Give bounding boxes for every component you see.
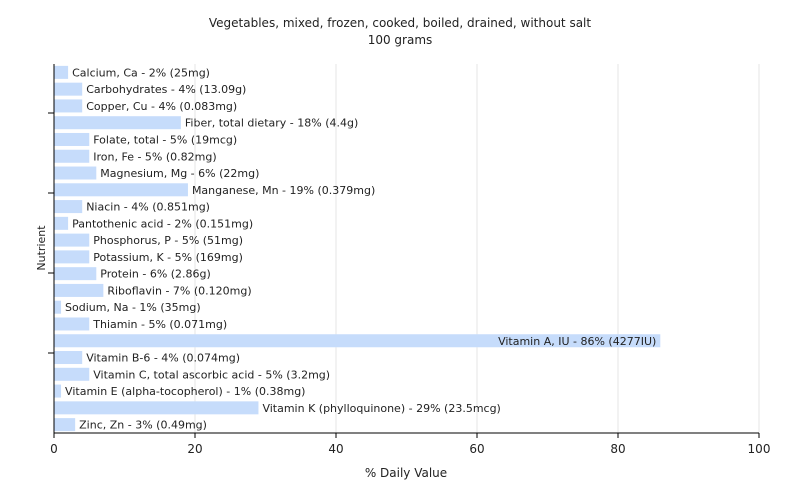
bar	[54, 116, 181, 130]
bar	[54, 166, 97, 180]
bar-label: Vitamin E (alpha-tocopherol) - 1% (0.38m…	[65, 385, 305, 398]
bar-label: Zinc, Zn - 3% (0.49mg)	[79, 419, 207, 432]
chart-title: Vegetables, mixed, frozen, cooked, boile…	[209, 16, 591, 30]
bar	[54, 149, 90, 163]
bar	[54, 384, 62, 398]
bar-label: Vitamin A, IU - 86% (4277IU)	[498, 335, 656, 348]
bar	[54, 418, 76, 432]
bar-label: Protein - 6% (2.86g)	[100, 268, 211, 281]
bar	[54, 351, 83, 365]
bar-label: Calcium, Ca - 2% (25mg)	[72, 66, 210, 79]
bar	[54, 82, 83, 96]
bar	[54, 401, 259, 415]
x-tick-label: 40	[328, 442, 343, 456]
bar-labels: Calcium, Ca - 2% (25mg) Carbohydrates - 4…	[65, 66, 656, 431]
bar-label: Fiber, total dietary - 18% (4.4g)	[185, 117, 358, 130]
bar	[54, 99, 83, 113]
x-axis-label: % Daily Value	[365, 466, 447, 480]
bar-label: Niacin - 4% (0.851mg)	[86, 201, 210, 214]
bar-label: Sodium, Na - 1% (35mg)	[65, 301, 201, 314]
bar-label: Vitamin B-6 - 4% (0.074mg)	[86, 352, 240, 365]
bar-label: Vitamin C, total ascorbic acid - 5% (3.2…	[93, 368, 330, 381]
bar-label: Riboflavin - 7% (0.120mg)	[107, 284, 251, 297]
bar	[54, 132, 90, 146]
bar-label: Magnesium, Mg - 6% (22mg)	[100, 167, 259, 180]
bar	[54, 216, 69, 230]
bar	[54, 233, 90, 247]
bar	[54, 267, 97, 281]
x-tick-label: 100	[748, 442, 771, 456]
bar-label: Phosphorus, P - 5% (51mg)	[93, 234, 243, 247]
x-tick-label: 80	[610, 442, 625, 456]
x-tick-label: 20	[187, 442, 202, 456]
y-axis-label: Nutrient	[35, 225, 48, 271]
x-tick-labels: 0 20 40 60 80 100	[50, 442, 770, 456]
bar	[54, 283, 104, 297]
axes	[48, 64, 760, 438]
bar	[54, 183, 188, 197]
bar-label: Carbohydrates - 4% (13.09g)	[86, 83, 246, 96]
bar	[54, 250, 90, 264]
bar-label: Manganese, Mn - 19% (0.379mg)	[192, 184, 375, 197]
bars	[54, 65, 661, 432]
chart-subtitle: 100 grams	[368, 33, 433, 47]
x-tick-label: 60	[469, 442, 484, 456]
bar-label: Thiamin - 5% (0.071mg)	[92, 318, 227, 331]
bar-label: Potassium, K - 5% (169mg)	[93, 251, 243, 264]
bar-label: Pantothenic acid - 2% (0.151mg)	[72, 217, 253, 230]
bar-label: Folate, total - 5% (19mcg)	[93, 133, 237, 146]
bar	[54, 200, 83, 214]
bar-label: Copper, Cu - 4% (0.083mg)	[86, 100, 237, 113]
bar	[54, 300, 62, 314]
bar	[54, 334, 661, 348]
bar	[54, 65, 69, 79]
bar	[54, 367, 90, 381]
grid-lines	[194, 64, 760, 433]
bar-label: Iron, Fe - 5% (0.82mg)	[93, 150, 216, 163]
bar-label: Vitamin K (phylloquinone) - 29% (23.5mcg…	[262, 402, 500, 415]
x-tick-label: 0	[50, 442, 58, 456]
bar	[54, 317, 90, 331]
